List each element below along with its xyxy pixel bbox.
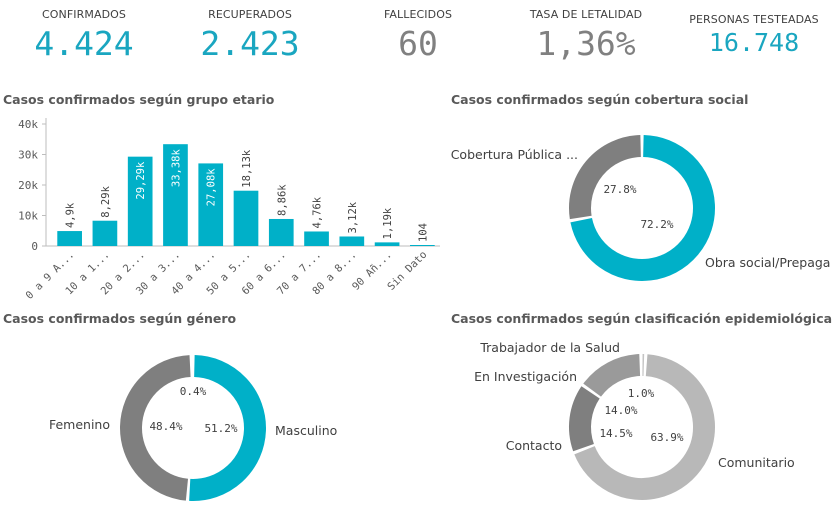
coverage-chart-title: Casos confirmados según cobertura social (451, 92, 749, 107)
slice-category-label: Comunitario (718, 455, 795, 470)
donut-slice (569, 135, 642, 220)
donut-slice (120, 355, 191, 501)
slice-percent-label: 0.4% (180, 385, 207, 398)
kpi-fallecidos: FALLECIDOS 60 (334, 8, 502, 63)
slice-percent-label: 1.0% (628, 387, 655, 400)
coverage-donut-chart: 72.2% Obra social/Prepaga 27.8% Cobertura P… (451, 135, 830, 281)
bar-value-label: 1,19k (382, 207, 394, 239)
kpi-label: CONFIRMADOS (41, 8, 126, 21)
slice-category-label: Femenino (49, 417, 110, 432)
epi-donut-chart: 63.9% Comunitario 14.5% Contacto 14.0% En Inv… (474, 340, 795, 500)
slice-percent-label: 51.2% (204, 422, 237, 435)
kpi-confirmados: CONFIRMADOS 4.424 (0, 8, 168, 63)
kpi-value: 60 (398, 24, 438, 63)
kpi-tasa-letalidad: TASA DE LETALIDAD 1,36% (502, 8, 670, 63)
epi-chart-title: Casos confirmados según clasificación ep… (451, 311, 833, 326)
age-chart-title: Casos confirmados según grupo etario (3, 92, 275, 107)
kpi-value: 4.424 (34, 24, 134, 63)
bar (57, 231, 82, 246)
kpi-label: PERSONAS TESTEADAS (689, 13, 819, 26)
bar-value-label: 8,29k (100, 185, 112, 217)
y-tick-label: 10k (18, 210, 38, 223)
bar-value-label: 4,76k (312, 196, 324, 228)
slice-percent-label: 63.9% (650, 431, 683, 444)
donut-slice (569, 386, 600, 452)
bar-value-label: 33,38k (170, 149, 182, 188)
kpi-label: TASA DE LETALIDAD (529, 8, 643, 21)
y-tick-label: 30k (18, 149, 38, 162)
slice-percent-label: 48.4% (149, 420, 182, 433)
slice-category-label: Cobertura Pública ... (451, 147, 578, 162)
bar-value-label: 3,12k (347, 201, 359, 233)
gender-donut-chart: 51.2% Masculino 48.4% Femenino 0.4% (49, 355, 337, 501)
kpi-label: RECUPERADOS (208, 8, 292, 21)
bar-value-label: 27,08k (206, 168, 218, 207)
bar (198, 163, 224, 246)
slice-category-label: En Investigación (474, 369, 577, 384)
slice-percent-label: 27.8% (603, 183, 636, 196)
kpi-value: 16.748 (708, 28, 800, 57)
bar (374, 242, 400, 246)
kpi-value: 2.423 (200, 24, 300, 63)
bar-value-label: 104 (417, 223, 429, 242)
bar-value-label: 18,13k (241, 149, 253, 188)
donut-slice (570, 135, 715, 281)
slice-category-label: Masculino (275, 423, 337, 438)
bar (92, 220, 118, 246)
gender-chart-title: Casos confirmados según género (3, 311, 237, 326)
slice-percent-label: 14.0% (604, 404, 637, 417)
slice-category-label: Contacto (506, 438, 562, 453)
donut-slice (189, 355, 266, 501)
kpi-personas-testeadas: PERSONAS TESTEADAS 16.748 (670, 8, 838, 57)
y-tick-label: 20k (18, 179, 38, 192)
slice-percent-label: 14.5% (599, 427, 632, 440)
slice-percent-label: 72.2% (640, 218, 673, 231)
donut-slice (574, 354, 715, 500)
slice-category-label: Trabajador de la Salud (479, 340, 620, 355)
bar-value-label: 8,86k (276, 184, 288, 216)
slice-category-label: Obra social/Prepaga (705, 255, 830, 270)
bar (339, 236, 365, 246)
kpi-value: 1,36% (536, 24, 636, 63)
donut-slice (583, 354, 641, 398)
bar (410, 245, 435, 246)
kpi-recuperados: RECUPERADOS 2.423 (166, 8, 334, 63)
bar (268, 218, 294, 246)
bar (163, 144, 188, 246)
bar (233, 190, 259, 246)
kpi-label: FALLECIDOS (383, 8, 453, 21)
bar-value-label: 4,9k (65, 202, 77, 228)
y-tick-label: 40k (18, 118, 38, 131)
bar (127, 156, 153, 246)
y-tick-label: 0 (31, 240, 38, 253)
bar-value-label: 29,29k (135, 161, 147, 200)
bar (304, 231, 329, 246)
